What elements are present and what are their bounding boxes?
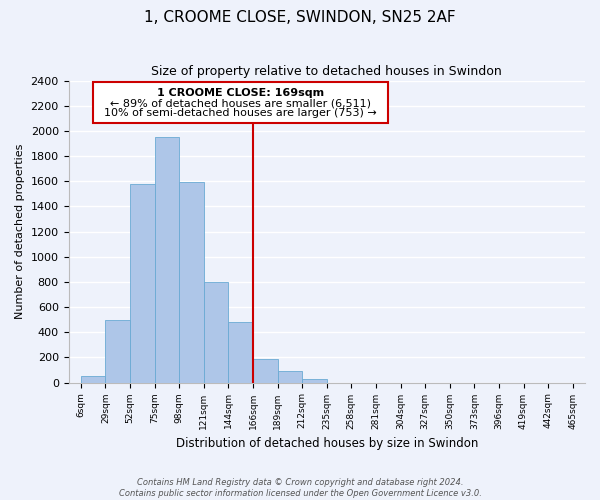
- Text: Contains HM Land Registry data © Crown copyright and database right 2024.
Contai: Contains HM Land Registry data © Crown c…: [119, 478, 481, 498]
- Bar: [302, 379, 327, 382]
- Bar: [229, 322, 253, 382]
- X-axis label: Distribution of detached houses by size in Swindon: Distribution of detached houses by size …: [176, 437, 478, 450]
- Y-axis label: Number of detached properties: Number of detached properties: [15, 144, 25, 320]
- Bar: [81, 376, 106, 382]
- Text: 10% of semi-detached houses are larger (753) →: 10% of semi-detached houses are larger (…: [104, 108, 377, 118]
- Bar: [278, 371, 302, 382]
- Text: 1 CROOME CLOSE: 169sqm: 1 CROOME CLOSE: 169sqm: [157, 88, 324, 98]
- FancyBboxPatch shape: [93, 82, 388, 124]
- Bar: [204, 282, 229, 382]
- Bar: [253, 360, 278, 382]
- Bar: [155, 137, 179, 382]
- Text: ← 89% of detached houses are smaller (6,511): ← 89% of detached houses are smaller (6,…: [110, 98, 371, 108]
- Text: 1, CROOME CLOSE, SWINDON, SN25 2AF: 1, CROOME CLOSE, SWINDON, SN25 2AF: [144, 10, 456, 25]
- Bar: [106, 320, 130, 382]
- Bar: [130, 184, 155, 382]
- Title: Size of property relative to detached houses in Swindon: Size of property relative to detached ho…: [151, 65, 502, 78]
- Bar: [179, 182, 204, 382]
